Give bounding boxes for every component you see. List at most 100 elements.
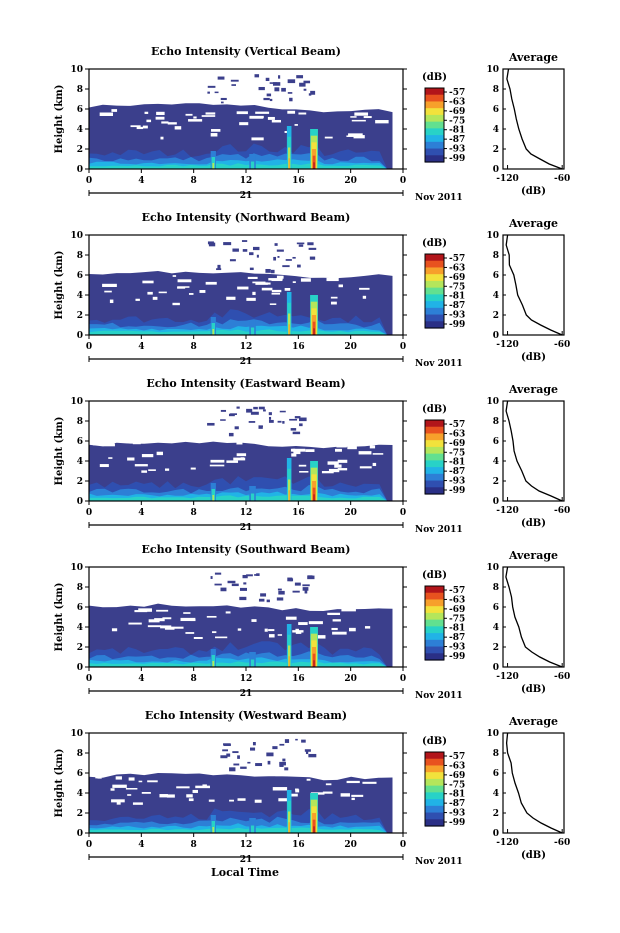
echo-speck <box>252 742 256 746</box>
clear-gap <box>127 794 132 796</box>
y-tick-label: 4 <box>77 125 83 135</box>
clear-gap <box>332 631 347 635</box>
x-tick-label: 0 <box>400 840 406 850</box>
colorbar-tick-label: -87 <box>449 799 465 809</box>
colorbar-tick-label: -87 <box>449 301 465 311</box>
average-x-tick-label: -120 <box>496 340 519 350</box>
y-tick-label: 10 <box>70 563 83 573</box>
x-tick-label: 0 <box>400 342 406 352</box>
clear-gap <box>195 785 210 789</box>
echo-speck <box>309 256 316 260</box>
average-y-tick-label: 2 <box>493 809 499 819</box>
clear-gap <box>190 467 196 470</box>
clear-gap <box>156 609 169 612</box>
clear-gap <box>177 286 190 288</box>
echo-speck <box>254 74 260 78</box>
panel-title: Echo Intensity (Southward Beam) <box>142 543 351 556</box>
clear-gap <box>348 627 356 632</box>
colorbar-unit: (dB) <box>422 736 447 747</box>
colorbar-swatch <box>425 586 444 594</box>
colorbar-swatch <box>425 301 444 309</box>
echo-speck <box>282 421 285 424</box>
clear-gap <box>158 291 167 294</box>
echo-speck <box>263 409 266 412</box>
x-tick-label: 20 <box>344 840 357 850</box>
average-y-tick-label: 4 <box>493 125 499 135</box>
average-y-tick-label: 6 <box>493 769 499 779</box>
clear-gap <box>185 632 195 634</box>
clear-gap <box>337 459 348 463</box>
colorbar-unit: (dB) <box>422 404 447 415</box>
x-tick-label: 4 <box>138 176 144 186</box>
clear-gap <box>284 287 291 291</box>
echo-speck <box>296 242 305 245</box>
colorbar-unit: (dB) <box>422 238 447 249</box>
x-tick-label: 16 <box>292 840 305 850</box>
convective-plume <box>288 656 290 667</box>
colorbar-tick-label: -87 <box>449 633 465 643</box>
clear-gap <box>279 442 283 445</box>
clear-gap <box>185 113 193 116</box>
average-x-tick-label: -120 <box>496 174 519 184</box>
clear-gap <box>237 798 246 801</box>
clear-gap <box>351 119 366 122</box>
clear-gap <box>268 629 275 632</box>
average-y-tick-label: 0 <box>493 829 499 839</box>
echo-speck <box>250 411 259 415</box>
clear-gap <box>308 621 323 625</box>
echo-speck <box>223 743 231 747</box>
clear-gap <box>99 112 114 116</box>
colorbar-swatch <box>425 135 444 143</box>
clear-gap <box>212 631 217 634</box>
echo-speck <box>220 97 227 101</box>
colorbar-swatch <box>425 128 444 136</box>
clear-gap <box>154 618 165 622</box>
y-tick-label: 6 <box>77 603 83 613</box>
y-tick-label: 0 <box>77 663 83 673</box>
clear-gap <box>285 616 297 620</box>
echo-speck <box>210 576 213 579</box>
clear-gap <box>127 457 135 461</box>
echo-speck <box>308 753 317 758</box>
convective-plume <box>313 328 315 335</box>
average-y-tick-label: 8 <box>493 251 499 261</box>
echo-speck <box>307 575 315 580</box>
day-label: 21 <box>240 191 253 201</box>
convective-plume <box>288 158 290 169</box>
clear-gap <box>336 445 347 448</box>
clear-gap <box>236 453 247 457</box>
clear-gap <box>174 626 184 629</box>
colorbar-swatch <box>425 778 444 787</box>
clear-gap <box>164 468 170 471</box>
y-tick-label: 0 <box>77 331 83 341</box>
y-tick-label: 8 <box>77 583 83 593</box>
average-x-label: (dB) <box>521 352 546 363</box>
clear-gap <box>328 468 340 473</box>
echo-speck <box>282 265 290 268</box>
clear-gap <box>186 794 193 798</box>
x-tick-label: 0 <box>86 342 92 352</box>
panel-title: Echo Intensity (Eastward Beam) <box>146 377 345 390</box>
clear-gap <box>205 112 216 115</box>
clear-gap <box>190 619 196 622</box>
panel-4: Echo Intensity (Westward Beam) 0 2 4 6 8 10 Hei… <box>54 709 570 867</box>
echo-speck <box>217 76 225 80</box>
x-tick-label: 16 <box>292 176 305 186</box>
colorbar-swatch <box>425 626 444 634</box>
y-axis-label: Height (km) <box>54 417 65 486</box>
clear-gap <box>183 612 191 614</box>
y-axis-label: Height (km) <box>54 251 65 320</box>
x-tick-label: 0 <box>86 674 92 684</box>
convective-plume <box>288 324 290 335</box>
clear-gap <box>161 121 169 124</box>
y-tick-label: 10 <box>70 729 83 739</box>
clear-gap <box>255 111 270 114</box>
clear-gap <box>180 617 196 622</box>
average-y-tick-label: 8 <box>493 749 499 759</box>
echo-speck <box>246 574 253 577</box>
clear-gap <box>353 135 365 139</box>
colorbar-swatch <box>425 480 444 488</box>
echo-speck <box>226 753 231 757</box>
echo-field <box>89 74 393 169</box>
echo-speck <box>277 420 282 423</box>
